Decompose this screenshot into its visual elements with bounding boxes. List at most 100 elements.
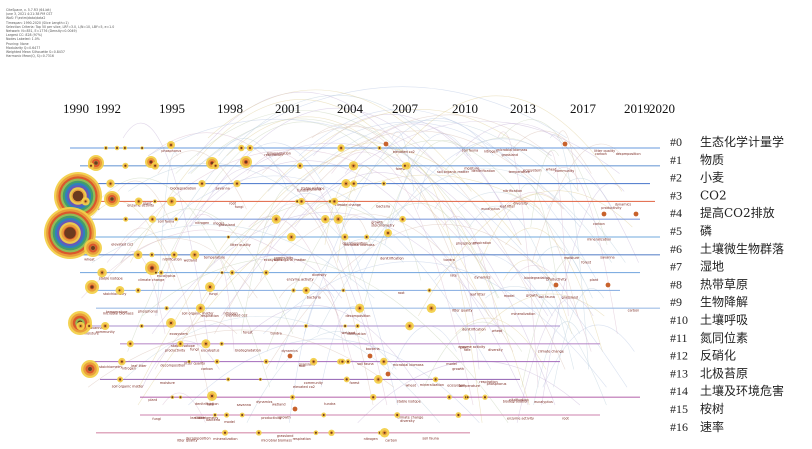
citation-arc <box>246 142 398 406</box>
keyword-label: phosphorus <box>456 241 476 245</box>
keyword-node <box>177 340 184 347</box>
keyword-label: fungi <box>152 417 161 421</box>
keyword-node <box>190 250 200 260</box>
keyword-label: stoichiometry <box>371 223 394 227</box>
keyword-label: respiration <box>264 153 282 157</box>
keyword-label: wheat <box>492 329 503 333</box>
citation-arc <box>557 130 579 192</box>
keyword-node <box>154 270 158 275</box>
citation-arc <box>207 89 472 192</box>
keyword-node <box>401 162 409 169</box>
keyword-label: fungi <box>235 205 244 209</box>
keyword-label: enzyme activity <box>507 417 534 421</box>
keyword-node <box>383 141 389 147</box>
citation-arc <box>455 122 639 263</box>
citation-arc <box>304 117 494 334</box>
citation-arc <box>246 331 397 423</box>
citation-arc <box>213 257 235 352</box>
keyword-node <box>133 250 143 260</box>
keyword-label: enzyme activity <box>287 277 314 281</box>
keyword-node <box>226 377 231 382</box>
citation-arc <box>196 91 422 174</box>
keyword-node <box>379 428 390 438</box>
keyword-label: ecosystem <box>264 258 283 262</box>
keyword-node <box>87 162 95 169</box>
keyword-node <box>126 340 134 348</box>
keyword-node <box>297 197 306 205</box>
keyword-label: elevated co2 <box>111 242 133 246</box>
keyword-node <box>213 413 217 417</box>
keyword-node <box>405 321 414 331</box>
citation-arc <box>189 108 446 228</box>
keyword-node <box>263 359 269 365</box>
citation-arc <box>154 320 238 370</box>
keyword-label: community <box>274 256 293 260</box>
citation-arc <box>221 120 620 317</box>
keyword-label: tundra <box>271 332 282 336</box>
keyword-node <box>135 287 141 294</box>
keyword-label: model <box>446 362 457 366</box>
keyword-label: plant <box>460 345 469 349</box>
keyword-label: stable isotope <box>301 186 325 190</box>
keyword-node <box>158 270 164 275</box>
keyword-label: growth <box>452 367 464 371</box>
keyword-node <box>134 197 143 206</box>
keyword-node <box>152 199 157 204</box>
citation-arc <box>119 227 211 406</box>
keyword-label: growth <box>279 415 291 419</box>
keyword-label: elevated co2 <box>393 150 415 154</box>
keyword-node <box>482 394 488 400</box>
keyword-node <box>122 145 128 151</box>
keyword-label: forest <box>243 330 253 334</box>
keyword-label: enzyme activity <box>127 203 154 207</box>
keyword-node <box>238 144 245 152</box>
keyword-label: phosphorus <box>487 382 507 386</box>
citation-arc <box>423 321 523 388</box>
keyword-node <box>76 321 85 331</box>
keyword-label: decomposition <box>346 314 371 318</box>
citation-arc <box>105 238 258 299</box>
keyword-nodes <box>44 141 639 438</box>
citation-arc <box>138 109 510 388</box>
citation-arc <box>157 150 247 210</box>
keyword-label: litter quality <box>184 362 205 366</box>
citation-arc <box>190 118 500 299</box>
cluster-name: 土壤呼吸 <box>700 312 748 327</box>
keyword-label: root <box>299 364 306 368</box>
meta-line: Pruning: None <box>6 41 29 46</box>
citation-arc <box>264 203 374 406</box>
cluster-name: 热带草原 <box>700 277 748 291</box>
keyword-label: productivity <box>165 348 185 352</box>
citation-arc <box>311 123 474 317</box>
keyword-node <box>223 412 230 418</box>
keyword-node <box>104 191 120 207</box>
keyword-label: stoichiometry <box>99 365 122 369</box>
keyword-label: eucalyptus <box>534 400 553 404</box>
keyword-label: litter quality <box>230 243 251 247</box>
keyword-label: rate <box>450 273 457 277</box>
cluster-id: #15 <box>670 402 688 416</box>
keyword-label: forest <box>350 381 360 385</box>
keyword-node <box>263 269 269 276</box>
cluster-name: 氮同位素 <box>700 330 748 345</box>
cluster-id: #14 <box>670 384 688 398</box>
keyword-node <box>330 197 339 206</box>
keyword-label: litter quality <box>594 149 615 153</box>
keyword-node <box>328 429 335 437</box>
keyword-node <box>446 394 452 400</box>
citation-arc <box>226 116 490 317</box>
citation-arc <box>365 203 498 299</box>
citation-arc <box>78 177 271 388</box>
keyword-node <box>148 215 157 223</box>
keyword-label: leaf litter <box>500 204 516 208</box>
keyword-label: climate change <box>138 278 164 282</box>
keyword-label: moisture <box>160 381 175 385</box>
citation-arc <box>344 123 522 245</box>
citation-arc <box>142 258 509 423</box>
citation-arc <box>396 95 623 192</box>
keyword-node <box>399 215 406 223</box>
citation-arc <box>84 200 175 281</box>
keyword-node <box>302 286 310 295</box>
keyword-label: wetland <box>342 331 356 335</box>
keyword-node <box>103 146 108 150</box>
